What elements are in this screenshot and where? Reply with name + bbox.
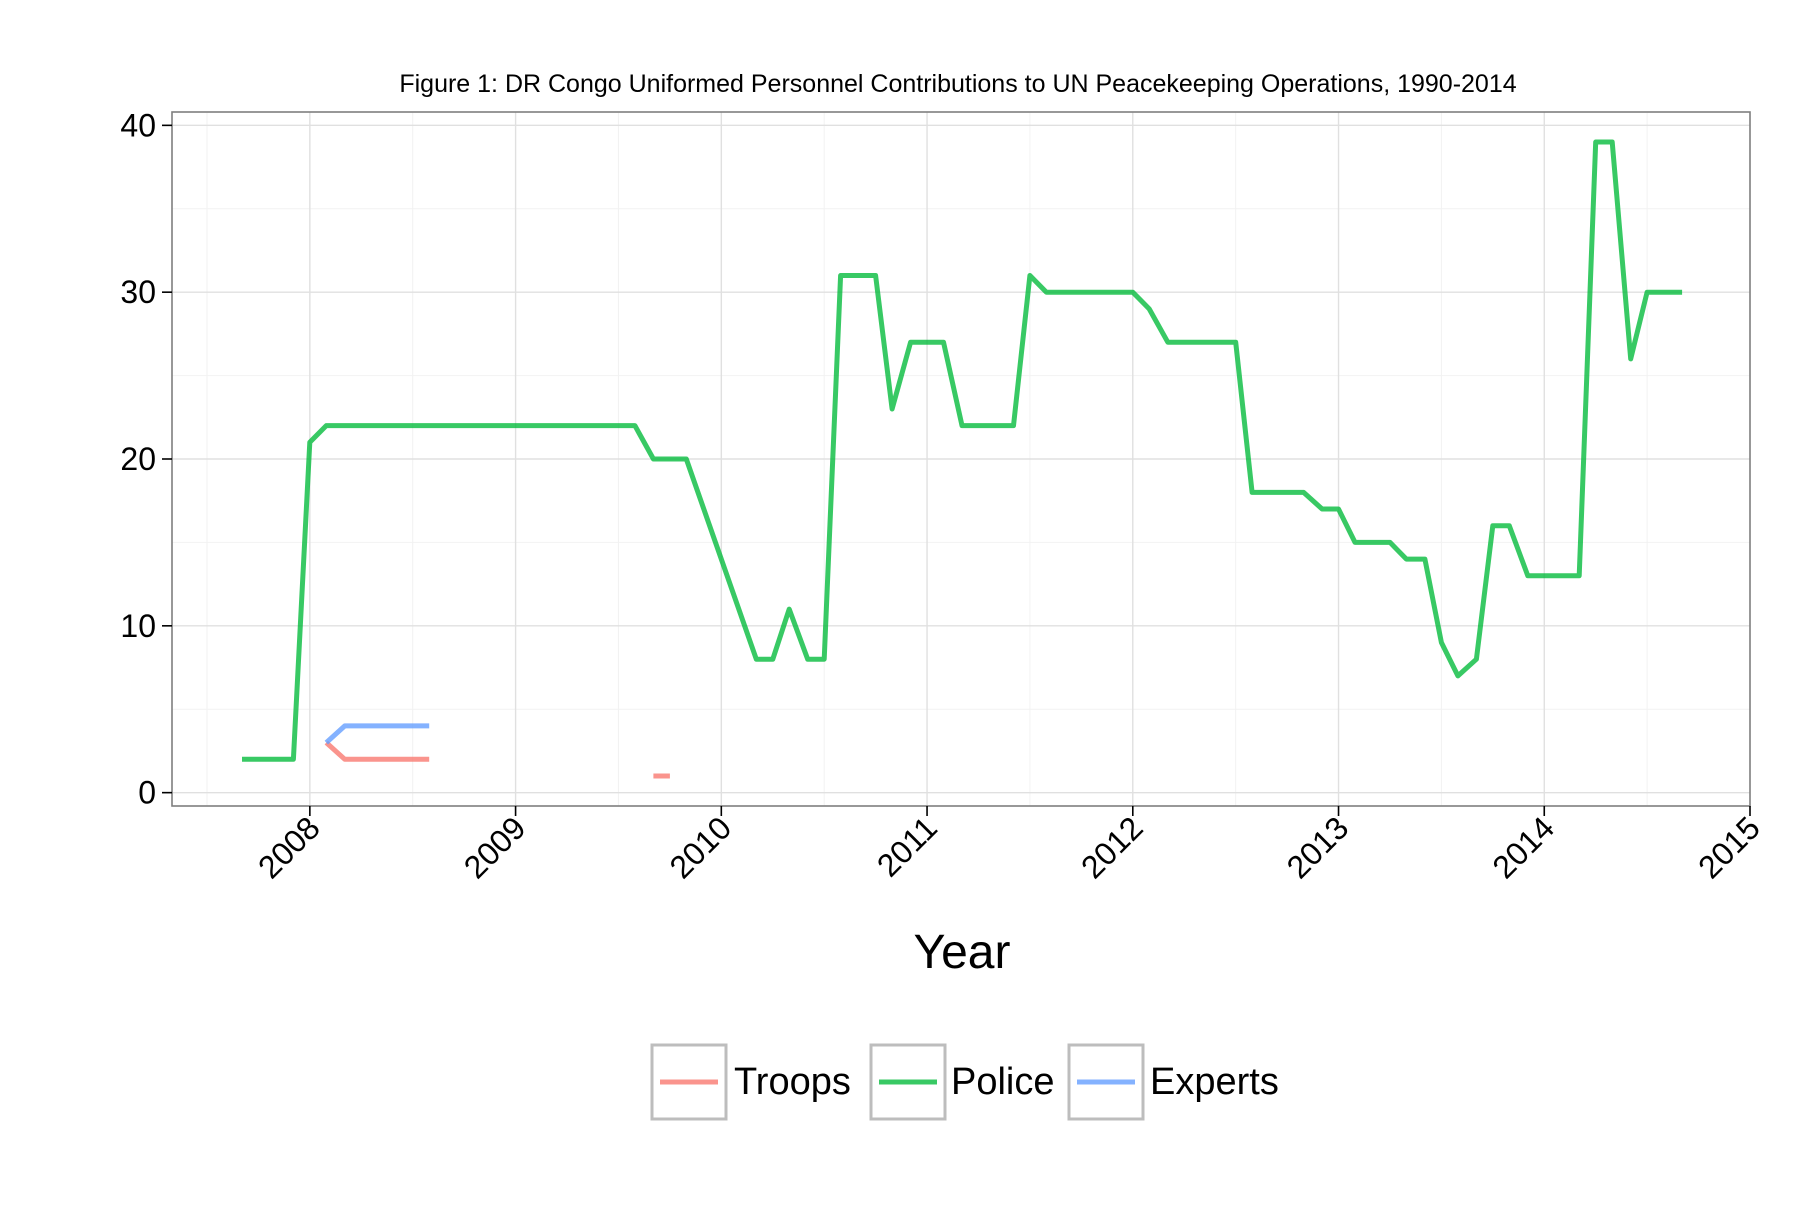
legend-label: Experts <box>1150 1061 1279 1103</box>
legend-item-police: Police <box>869 1043 1055 1121</box>
y-tick-label: 0 <box>138 775 156 811</box>
x-axis-title: Year <box>914 926 1011 979</box>
legend-label: Police <box>951 1061 1055 1103</box>
series-line-police <box>242 139 1683 762</box>
series-troops <box>324 740 670 779</box>
series-experts <box>324 723 430 745</box>
y-axis: 0 10 20 30 40 <box>120 107 172 811</box>
series-lines <box>242 139 1683 779</box>
y-tick-label: 40 <box>120 107 156 143</box>
series-line-experts <box>324 723 430 745</box>
major-gridlines <box>172 112 1750 806</box>
series-police <box>242 139 1683 762</box>
legend-item-experts: Experts <box>1067 1043 1279 1121</box>
legend-item-troops: Troops <box>650 1043 851 1121</box>
legend: Troops Police Experts <box>650 1043 1279 1121</box>
y-tick-label: 30 <box>120 274 156 310</box>
y-tick-label: 20 <box>120 441 156 477</box>
legend-label: Troops <box>734 1061 851 1103</box>
chart-title: Figure 1: DR Congo Uniformed Personnel C… <box>399 70 1516 98</box>
series-line-troops <box>324 740 430 762</box>
y-tick-label: 10 <box>120 608 156 644</box>
